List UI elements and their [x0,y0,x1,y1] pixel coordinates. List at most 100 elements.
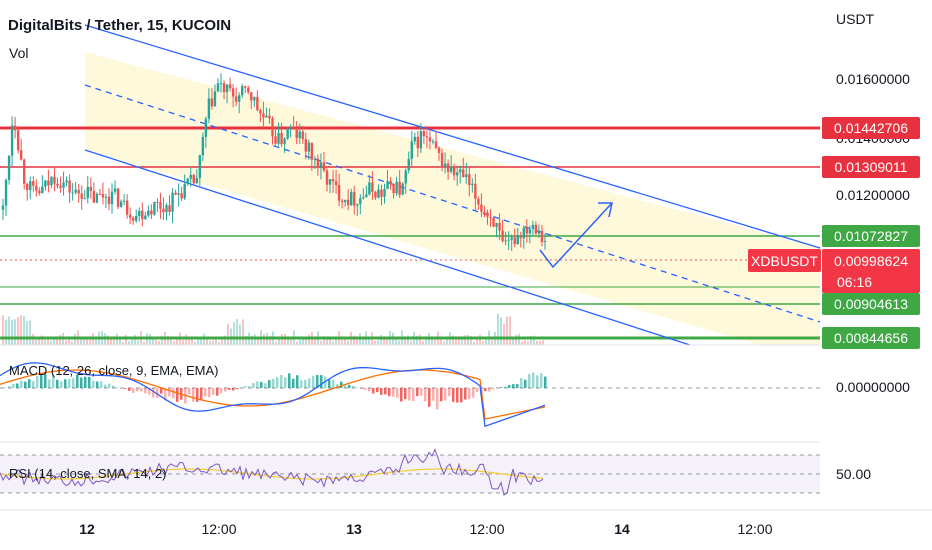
macd-histogram-bar [108,383,111,388]
volume-bar [263,334,265,345]
macd-histogram-bar [112,385,115,388]
candle-body [401,183,404,195]
candle-body [389,181,392,184]
current-price-badge [822,249,920,293]
macd-histogram-bar [308,378,311,388]
current-price-label: 0.00998624 [834,253,908,269]
macd-histogram-bar [468,388,471,400]
candle-body [419,131,423,149]
volume-bar [377,340,379,345]
candle-body [474,183,477,199]
candle-body [446,163,450,172]
macd-histogram-bar [44,373,47,388]
volume-bar [233,322,235,345]
candle-body [434,141,438,148]
level-badge-label: 0.00844656 [834,330,908,346]
projection-arrow[interactable] [539,202,613,269]
candle-body [316,158,320,169]
time-axis[interactable]: 12 12:00 13 12:00 14 12:00 [79,521,773,537]
candle-body [368,182,371,195]
volume-bar [434,336,436,345]
volume-bar [212,341,214,345]
candle-body [271,118,274,137]
macd-histogram-bar [332,379,335,388]
volume-bar [221,336,223,345]
candle-body [328,179,332,185]
volume-bar [215,339,217,345]
candle-body [337,184,341,201]
macd-histogram-bar [312,375,315,388]
candle-body [41,186,44,194]
volume-bar [344,337,346,345]
macd-indicator-label[interactable]: MACD (12, 26, close, 9, EMA, EMA) [9,363,219,378]
volume-bar [80,336,82,345]
candle-body [247,87,250,93]
volume-bar [458,336,460,345]
volume-bar [515,334,517,345]
price-axis[interactable]: 0.016000000.014000000.012000000.01442706… [748,71,920,482]
macd-histogram-bar [412,388,415,402]
volume-bar [296,341,298,345]
volume-bar [185,334,187,345]
volume-bar [158,341,160,345]
volume-bar [41,335,43,345]
candle-body [498,222,501,231]
volume-bar [374,340,376,345]
macd-histogram-bar [76,374,79,388]
volume-bar [278,336,280,345]
descending-channel[interactable] [84,24,821,346]
candle-body [386,181,389,189]
candle-body [68,180,71,193]
macd-histogram-bar [376,388,379,393]
volume-bar [329,338,331,345]
volume-bar [5,319,7,345]
candle-body [359,198,362,205]
candle-body [274,136,277,144]
candle-body [180,193,183,199]
volume-label[interactable]: Vol [9,45,29,61]
volume-bar [68,336,70,345]
macd-histogram-bar [16,383,19,388]
volume-bar [416,335,418,345]
macd-histogram-bar [436,388,439,410]
macd-histogram-bar [352,385,355,388]
volume-bar [188,337,190,345]
candle-body [216,83,220,92]
volume-bar [209,341,211,345]
volume-bar [131,336,133,345]
rsi-indicator-label[interactable]: RSI (14, close, SMA, 14, 2) [9,466,167,481]
candle-body [113,188,117,192]
candle-body [141,210,144,220]
candle-body [440,152,444,168]
candle-body [138,210,141,216]
macd-histogram-bar [504,386,507,388]
candle-body [380,189,383,197]
candle-body [468,174,471,186]
volume-bar [83,336,85,345]
volume-bars [2,313,544,345]
macd-histogram-bar [72,378,75,388]
macd-histogram-bar [452,388,455,402]
symbol-title[interactable]: DigitalBits / Tether, 15, KUCOIN [8,17,232,34]
volume-bar [539,341,541,345]
volume-bar [473,341,475,345]
macd-histogram-bar [124,388,127,389]
candle-body [525,227,529,234]
level-badge-3 [822,225,920,247]
volume-bar [254,334,256,345]
candle-body [268,115,271,119]
volume-bar [218,341,220,345]
candle-body [383,188,386,197]
candle-body [513,237,516,245]
macd-histogram-bar [348,384,351,388]
macd-histogram-bar [20,380,23,388]
candle-body [119,201,123,207]
candle-body [504,240,507,242]
macd-histogram-bar [400,388,403,402]
macd-histogram-bar [404,388,407,400]
candle-body [377,189,380,198]
volume-bar [476,336,478,345]
volume-bar [332,341,334,345]
candle-body [47,180,50,186]
